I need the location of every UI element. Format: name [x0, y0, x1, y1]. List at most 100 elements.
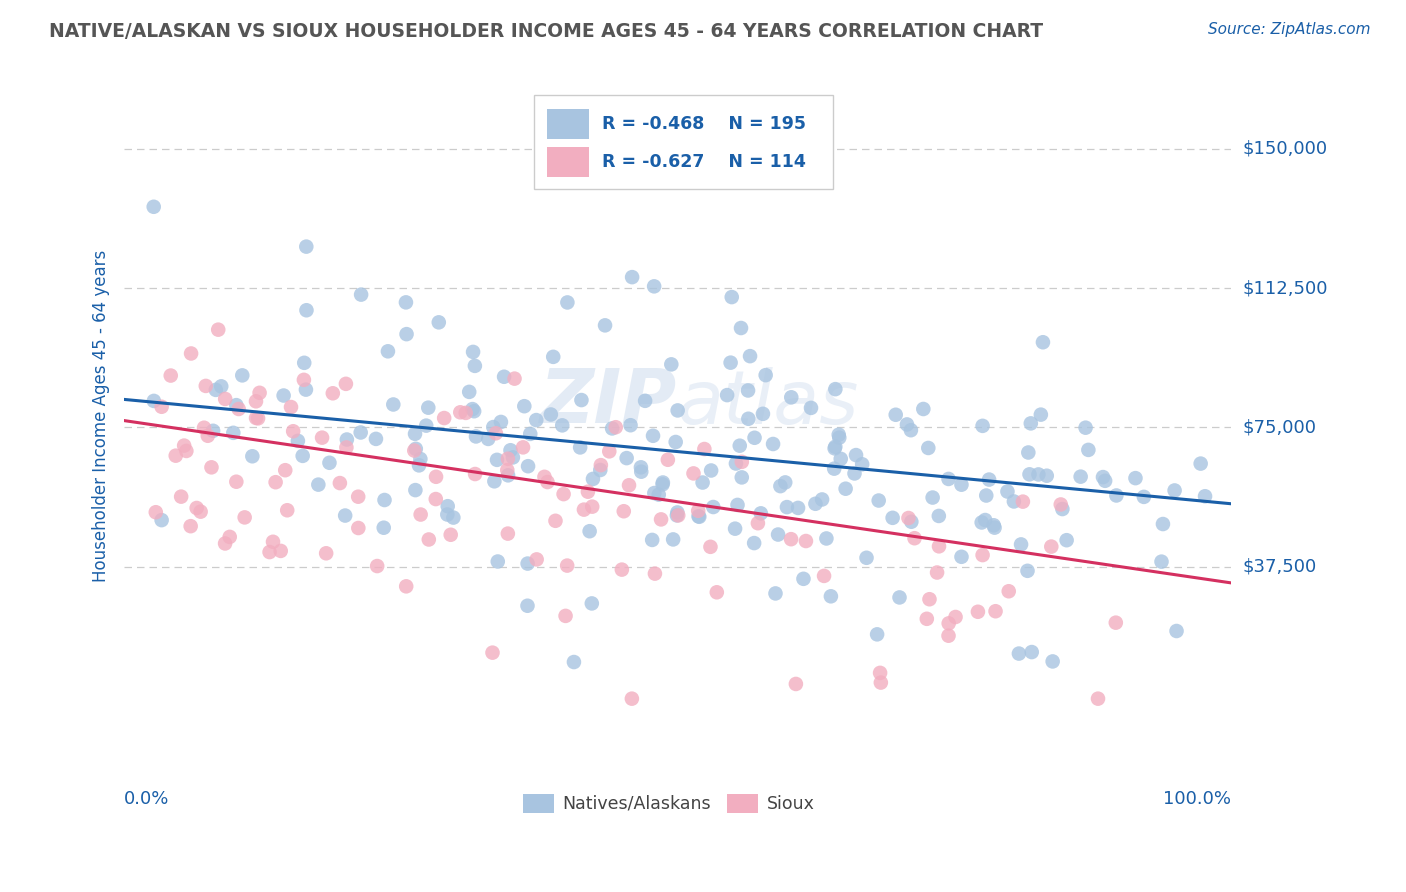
- Point: [730, 321, 752, 335]
- Point: [404, 443, 426, 458]
- Point: [186, 500, 208, 515]
- Text: $75,000: $75,000: [1243, 418, 1316, 436]
- Point: [503, 371, 526, 385]
- Point: [489, 415, 512, 429]
- Point: [747, 516, 769, 531]
- Point: [536, 475, 558, 489]
- Point: [145, 505, 167, 519]
- Point: [589, 458, 612, 472]
- Point: [150, 400, 173, 414]
- Point: [724, 457, 747, 471]
- Point: [454, 406, 477, 420]
- Point: [377, 344, 399, 359]
- Point: [249, 385, 271, 400]
- Point: [1017, 445, 1039, 459]
- Point: [214, 392, 236, 406]
- Point: [425, 470, 447, 484]
- Point: [270, 544, 292, 558]
- Point: [225, 475, 247, 489]
- Point: [950, 549, 973, 564]
- Point: [533, 470, 555, 484]
- Point: [794, 534, 817, 549]
- Point: [970, 516, 993, 530]
- Point: [461, 402, 484, 417]
- Point: [418, 533, 440, 547]
- Point: [218, 530, 240, 544]
- Text: $150,000: $150,000: [1243, 140, 1327, 158]
- Point: [516, 557, 538, 571]
- Text: ZIP: ZIP: [540, 367, 678, 440]
- Point: [598, 444, 620, 458]
- Point: [972, 548, 994, 562]
- Point: [950, 477, 973, 491]
- Point: [641, 533, 664, 547]
- Text: Natives/Alaskans: Natives/Alaskans: [562, 795, 711, 813]
- Point: [1125, 471, 1147, 485]
- Point: [382, 397, 405, 411]
- Point: [159, 368, 181, 383]
- Point: [749, 507, 772, 521]
- Point: [620, 691, 643, 706]
- Point: [755, 368, 778, 383]
- Point: [845, 448, 868, 462]
- Point: [617, 478, 640, 492]
- Point: [524, 413, 547, 427]
- Point: [727, 498, 749, 512]
- Point: [737, 411, 759, 425]
- Point: [373, 521, 395, 535]
- Point: [1032, 335, 1054, 350]
- Point: [682, 467, 704, 481]
- Point: [231, 368, 253, 383]
- Point: [318, 456, 340, 470]
- Point: [823, 461, 845, 475]
- Point: [502, 450, 524, 465]
- Point: [333, 508, 356, 523]
- Point: [295, 239, 318, 253]
- Point: [925, 566, 948, 580]
- Point: [665, 435, 688, 450]
- Point: [634, 393, 657, 408]
- Point: [693, 442, 716, 456]
- Point: [551, 418, 574, 433]
- Point: [731, 455, 754, 469]
- Point: [824, 442, 846, 456]
- Point: [720, 290, 742, 304]
- Point: [834, 482, 856, 496]
- Text: 0.0%: 0.0%: [124, 789, 170, 807]
- Point: [984, 604, 1007, 618]
- Point: [311, 431, 333, 445]
- Point: [589, 463, 612, 477]
- FancyBboxPatch shape: [534, 95, 832, 189]
- Point: [197, 429, 219, 443]
- Point: [150, 513, 173, 527]
- Point: [280, 400, 302, 414]
- Point: [225, 398, 247, 412]
- Text: atlas: atlas: [678, 367, 859, 439]
- Point: [214, 536, 236, 550]
- Point: [1166, 624, 1188, 638]
- Point: [540, 408, 562, 422]
- Point: [869, 675, 891, 690]
- Point: [207, 323, 229, 337]
- Point: [240, 450, 263, 464]
- Point: [465, 429, 488, 443]
- Point: [731, 470, 754, 484]
- Point: [441, 510, 464, 524]
- Point: [335, 441, 357, 455]
- FancyBboxPatch shape: [547, 147, 589, 177]
- Point: [1010, 537, 1032, 551]
- Point: [921, 491, 943, 505]
- Point: [526, 552, 548, 566]
- Point: [1040, 540, 1063, 554]
- Point: [1194, 489, 1216, 503]
- Point: [780, 532, 803, 546]
- Point: [395, 327, 418, 342]
- Point: [828, 431, 851, 445]
- Point: [728, 439, 751, 453]
- Point: [1019, 417, 1042, 431]
- Point: [616, 451, 638, 466]
- Point: [292, 356, 315, 370]
- Point: [347, 521, 370, 535]
- Point: [903, 531, 925, 545]
- Point: [844, 467, 866, 481]
